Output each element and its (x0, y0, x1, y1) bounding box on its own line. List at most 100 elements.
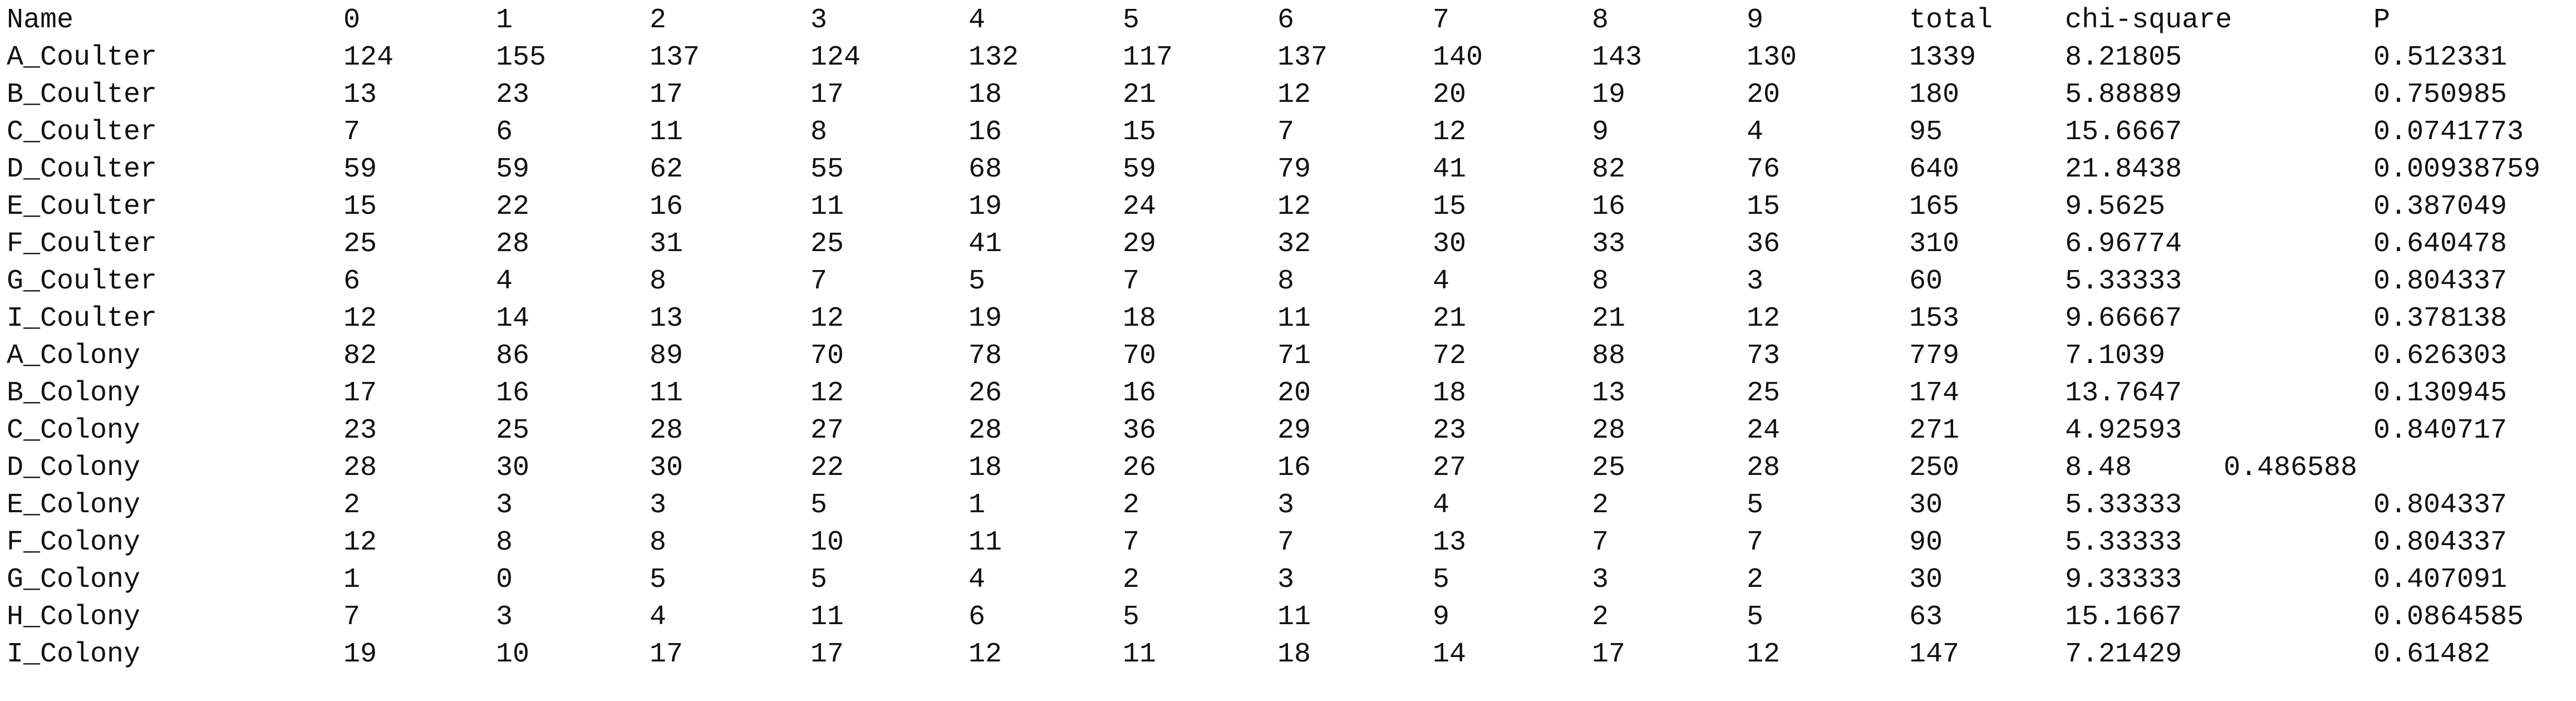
count-cell: 2 (1592, 601, 1609, 633)
count-cell: 2 (1123, 489, 1140, 521)
count-cell: 29 (1277, 415, 1311, 447)
chi-square-cell: 15.6667 (2065, 116, 2182, 148)
chi-square-cell: 13.7647 (2065, 378, 2182, 409)
count-cell: 25 (343, 228, 377, 260)
count-cell: 30 (1433, 228, 1467, 260)
count-cell: 72 (1433, 340, 1467, 372)
row-name: I_Colony (7, 639, 141, 670)
count-cell: 23 (496, 79, 530, 111)
count-cell: 25 (1747, 378, 1781, 409)
row-name: F_Coulter (7, 228, 158, 260)
count-cell: 124 (810, 42, 861, 73)
chi-square-cell: 6.96774 (2065, 228, 2182, 260)
count-cell: 8 (650, 266, 667, 297)
count-cell: 86 (496, 340, 530, 372)
p-value-cell: 0.804337 (2373, 489, 2508, 521)
table-row: C_Coulter 7 6 11 8 16 15 7 12 9 4 95 15.… (0, 114, 2576, 151)
count-cell: 3 (1592, 564, 1609, 596)
p-value-cell: 0.512331 (2373, 42, 2508, 73)
count-cell: 7 (1123, 266, 1140, 297)
table-row: D_Coulter 59 59 62 55 68 59 79 41 82 76 … (0, 151, 2576, 188)
count-cell: 132 (969, 42, 1019, 73)
total-cell: 250 (1909, 452, 1960, 484)
row-name: G_Colony (7, 564, 141, 596)
header-digit-4: 4 (969, 4, 986, 36)
count-cell: 12 (343, 527, 377, 558)
count-cell: 62 (650, 154, 684, 185)
count-cell: 11 (810, 191, 844, 223)
count-cell: 8 (810, 116, 828, 148)
count-cell: 6 (969, 601, 986, 633)
count-cell: 22 (496, 191, 530, 223)
chi-square-cell: 5.88889 (2065, 79, 2182, 111)
count-cell: 9 (1592, 116, 1609, 148)
count-cell: 11 (650, 116, 684, 148)
table-row: E_Coulter 15 22 16 11 19 24 12 15 16 15 … (0, 189, 2576, 226)
header-digit-3: 3 (810, 4, 828, 36)
table-row: G_Colony 1 0 5 5 4 2 3 5 3 2 30 9.33333 … (0, 562, 2576, 599)
count-cell: 7 (810, 266, 828, 297)
p-value-cell: 0.804337 (2373, 527, 2508, 558)
count-cell: 20 (1433, 79, 1467, 111)
total-cell: 640 (1909, 154, 1960, 185)
count-cell: 12 (810, 303, 844, 335)
header-row: Name 0 1 2 3 4 5 6 7 8 9 total chi-squar… (0, 2, 2576, 39)
table-row: F_Colony 12 8 8 10 11 7 7 13 7 7 90 5.33… (0, 524, 2576, 561)
count-cell: 14 (1433, 639, 1467, 670)
chi-square-cell: 5.33333 (2065, 527, 2182, 558)
row-name: A_Colony (7, 340, 141, 372)
chi-square-cell: 7.21429 (2065, 639, 2182, 670)
count-cell: 59 (496, 154, 530, 185)
chi-square-cell: 9.33333 (2065, 564, 2182, 596)
count-cell: 89 (650, 340, 684, 372)
count-cell: 3 (1277, 489, 1295, 521)
p-value-cell: 0.61482 (2373, 639, 2491, 670)
count-cell: 78 (969, 340, 1002, 372)
count-cell: 68 (969, 154, 1002, 185)
count-cell: 7 (1747, 527, 1764, 558)
header-digit-7: 7 (1433, 4, 1450, 36)
count-cell: 16 (650, 191, 684, 223)
chi-square-cell: 4.92593 (2065, 415, 2182, 447)
count-cell: 19 (343, 639, 377, 670)
table-row: F_Coulter 25 28 31 25 41 29 32 30 33 36 … (0, 226, 2576, 263)
table-row: C_Colony 23 25 28 27 28 36 29 23 28 24 2… (0, 413, 2576, 449)
table-row: G_Coulter 6 4 8 7 5 7 8 4 8 3 60 5.33333… (0, 263, 2576, 300)
table-row: E_Colony 2 3 3 5 1 2 3 4 2 5 30 5.33333 … (0, 487, 2576, 524)
p-value-cell: 0.130945 (2373, 378, 2508, 409)
count-cell: 117 (1123, 42, 1173, 73)
total-cell: 30 (1909, 489, 1943, 521)
chi-square-cell: 8.48 (2065, 452, 2132, 484)
table-row: B_Colony 17 16 11 12 26 16 20 18 13 25 1… (0, 375, 2576, 412)
total-cell: 1339 (1909, 42, 1977, 73)
count-cell: 26 (969, 378, 1002, 409)
chi-square-cell: 8.21805 (2065, 42, 2182, 73)
count-cell: 1 (343, 564, 361, 596)
total-cell: 165 (1909, 191, 1960, 223)
count-cell: 130 (1747, 42, 1797, 73)
table-row: I_Coulter 12 14 13 12 19 18 11 21 21 12 … (0, 301, 2576, 337)
count-cell: 17 (650, 79, 684, 111)
count-cell: 79 (1277, 154, 1311, 185)
count-cell: 70 (1123, 340, 1157, 372)
header-digit-0: 0 (343, 4, 361, 36)
count-cell: 30 (650, 452, 684, 484)
count-cell: 7 (343, 601, 361, 633)
row-name: C_Coulter (7, 116, 158, 148)
p-value-cell: 0.378138 (2373, 303, 2508, 335)
count-cell: 4 (1433, 489, 1450, 521)
header-digit-1: 1 (496, 4, 513, 36)
chi-square-cell: 5.33333 (2065, 489, 2182, 521)
count-cell: 124 (343, 42, 394, 73)
count-cell: 73 (1747, 340, 1781, 372)
count-cell: 7 (1592, 527, 1609, 558)
count-cell: 13 (650, 303, 684, 335)
count-cell: 5 (1747, 601, 1764, 633)
count-cell: 16 (496, 378, 530, 409)
count-cell: 32 (1277, 228, 1311, 260)
count-cell: 33 (1592, 228, 1626, 260)
total-cell: 95 (1909, 116, 1943, 148)
p-value-cell: 0.407091 (2373, 564, 2508, 596)
count-cell: 8 (1592, 266, 1609, 297)
count-cell: 4 (496, 266, 513, 297)
